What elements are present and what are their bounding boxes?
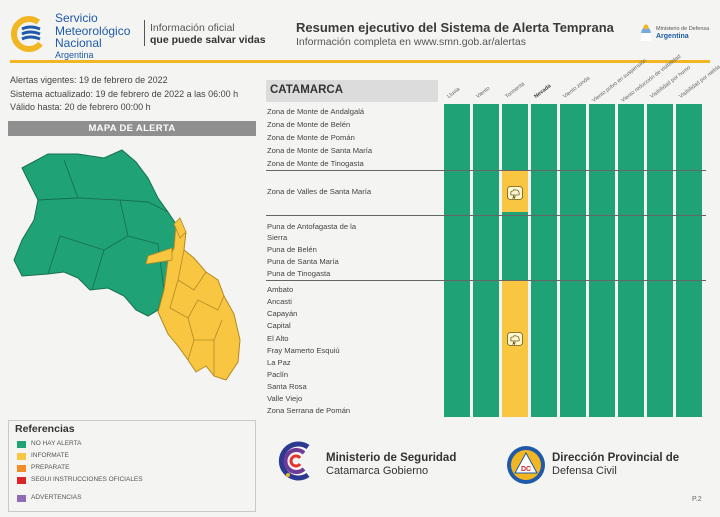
- col-head-viento-zonda: Viento zonda: [562, 75, 592, 100]
- smn-line1: Servicio: [55, 11, 98, 25]
- zone-monte-andalgala: Zona de Monte de Andalgalá: [267, 107, 365, 116]
- map-region-green: [13, 149, 177, 317]
- ref-swatch: [17, 441, 26, 448]
- tormenta-this-group-cell: [502, 280, 528, 417]
- col-head-tormenta: Tormenta: [504, 81, 527, 100]
- storm-cloud-icon: [507, 186, 523, 200]
- group-separator: [266, 215, 706, 216]
- smn-logo: [11, 16, 47, 52]
- ref-swatch: [17, 465, 26, 472]
- col-head-viento: Viento: [475, 85, 492, 100]
- info-line1: Información oficial: [150, 22, 235, 34]
- coat-of-arms-icon: [641, 24, 651, 41]
- page-number: P.2: [692, 496, 702, 503]
- ref-label: SEGUI INSTRUCCIONES OFICIALES: [31, 476, 143, 483]
- smn-line3: Nacional: [55, 36, 102, 50]
- col-viento-zonda: [560, 104, 586, 417]
- zone-capital: Capital: [267, 321, 291, 330]
- zone-capayan: Capayán: [267, 309, 298, 318]
- ref-swatch: [17, 477, 26, 484]
- col-viento: [473, 104, 499, 417]
- province-name: CATAMARCA: [270, 84, 344, 96]
- valido-hasta: Válido hasta: 20 de febrero 00:00 h: [10, 102, 151, 112]
- zone-ambato: Ambato: [267, 285, 294, 294]
- ref-swatch: [17, 495, 26, 502]
- zone-ancasti: Ancasti: [267, 297, 292, 306]
- alertas-vigentes: Alertas vigentes: 19 de febrero de 2022: [10, 75, 168, 85]
- zone-puna-tinogasta: Puna de Tinogasta: [267, 269, 331, 278]
- summary-subtitle: Información completa en www.smn.gob.ar/a…: [296, 36, 526, 48]
- map-title: MAPA DE ALERTA: [8, 121, 256, 136]
- group-separator: [266, 280, 706, 281]
- map-yellow-inner: [145, 247, 173, 265]
- col-humo: [647, 104, 673, 417]
- col-head-polvo: Viento polvo en suspensión: [591, 57, 648, 104]
- map-region-yellow: [157, 223, 241, 381]
- ministerio-seguridad: Ministerio de Seguridad Catamarca Gobier…: [326, 452, 456, 478]
- storm-cloud-icon: [507, 332, 523, 346]
- dc-line2: Defensa Civil: [552, 465, 617, 477]
- alert-meta: Alertas vigentes: 19 de febrero de 2022 …: [10, 74, 238, 115]
- ref-label: ADVERTENCIAS: [31, 494, 82, 501]
- zone-monte-santa-maria: Zona de Monte de Santa María: [267, 146, 373, 155]
- col-lluvia: [444, 104, 470, 417]
- header: Servicio Meteorológico Nacional Argentin…: [0, 0, 720, 62]
- smn-line2: Meteorológico: [55, 23, 131, 38]
- ref-label: PREPARATE: [31, 464, 70, 471]
- group-separator: [266, 170, 706, 171]
- info-oficial: Información oficial que puede salvar vid…: [150, 22, 266, 46]
- zone-valle-viejo: Valle Viejo: [267, 394, 303, 403]
- zone-el-alto: El Alto: [267, 334, 289, 343]
- ministerio-line2: Argentina: [656, 33, 689, 40]
- col-polvo: [589, 104, 615, 417]
- ministerio-line1: Ministerio de Defensa: [656, 26, 710, 32]
- map-yellow-small: [173, 217, 187, 239]
- summary-title: Resumen ejecutivo del Sistema de Alerta …: [296, 20, 614, 35]
- zone-puna-antofagasta-sierra: Sierra: [267, 233, 288, 242]
- zone-monte-tinogasta: Zona de Monte de Tinogasta: [267, 159, 364, 168]
- zone-monte-poman: Zona de Monte de Pomán: [267, 133, 355, 142]
- ref-label: INFORMATE: [31, 452, 69, 459]
- header-divider: [144, 20, 145, 46]
- map-yellow-borders: [169, 249, 225, 376]
- zone-la-paz: La Paz: [267, 358, 291, 367]
- zone-santa-rosa: Santa Rosa: [267, 382, 307, 391]
- col-head-nevada: Nevada: [533, 83, 553, 100]
- col-head-lluvia: Lluvia: [446, 86, 462, 100]
- map-internal-borders: [37, 159, 169, 291]
- zone-paclin: Paclín: [267, 370, 289, 379]
- min-seg-line2: Catamarca Gobierno: [326, 465, 429, 477]
- sistema-actualizado: Sistema actualizado: 19 de febrero de 20…: [10, 88, 239, 99]
- dc-line1: Dirección Provincial de: [552, 452, 680, 464]
- alert-table: CATAMARCA Lluvia Viento Tormenta Nevada …: [262, 54, 720, 420]
- zone-puna-belen: Puna de Belén: [267, 245, 317, 254]
- min-seg-line1: Ministerio de Seguridad: [326, 452, 457, 464]
- zone-serrana-poman: Zona Serrana de Pomán: [267, 406, 351, 415]
- zone-valles-santa-maria: Zona de Valles de Santa María: [267, 187, 372, 196]
- defensa-civil-logo: DC: [507, 446, 545, 484]
- catamarca-logo: [278, 441, 310, 481]
- zone-puna-santa-maria: Puna de Santa María: [267, 257, 339, 266]
- zone-puna-antofagasta: Puna de Antofagasta de la: [267, 222, 357, 231]
- col-nevada: [531, 104, 557, 417]
- smn-line4: Argentina: [55, 49, 94, 60]
- zone-fray-mamerto-esquiu: Fray Mamerto Esquiú: [267, 346, 340, 355]
- ref-label: NO HAY ALERTA: [31, 440, 82, 447]
- svg-text:DC: DC: [521, 466, 531, 473]
- references-title: Referencias: [15, 423, 75, 435]
- smn-name: Servicio Meteorológico Nacional Argentin…: [55, 12, 130, 60]
- province-bar: [266, 80, 438, 102]
- col-reduccion-visibilidad: [618, 104, 644, 417]
- info-line2: que puede salvar vidas: [150, 34, 266, 46]
- ref-swatch: [17, 453, 26, 460]
- col-niebla: [676, 104, 702, 417]
- zone-monte-belen: Zona de Monte de Belén: [267, 120, 351, 129]
- header-rule: [10, 60, 710, 63]
- references-panel: Referencias NO HAY ALERTA INFORMATE PREP…: [8, 420, 256, 512]
- defensa-civil: Dirección Provincial de Defensa Civil: [552, 452, 679, 478]
- col-tormenta: [502, 104, 528, 417]
- alert-map: [13, 149, 241, 381]
